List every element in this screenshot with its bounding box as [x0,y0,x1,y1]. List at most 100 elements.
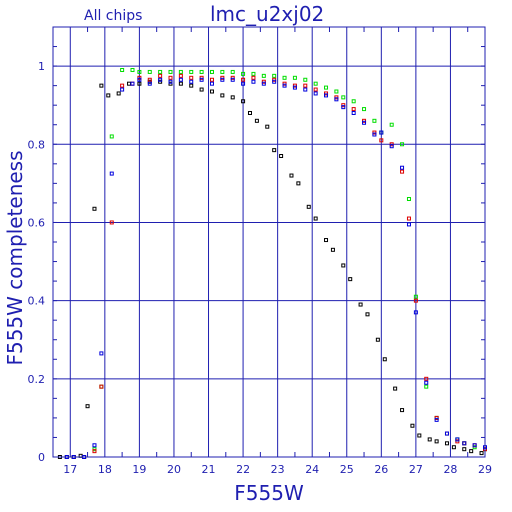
data-point [282,75,287,80]
data-point [413,294,418,299]
plot-frame [52,26,486,458]
data-point [341,105,346,110]
data-point [413,310,418,315]
data-point [341,95,346,100]
data-point [230,77,235,82]
data-point [358,302,363,307]
data-point [178,73,183,78]
y-tick-label: 0 [38,451,45,464]
data-point [265,124,270,129]
data-point [99,83,104,88]
data-point [324,93,329,98]
data-point [116,91,121,96]
data-point [334,97,339,102]
data-point [241,99,246,104]
data-point [351,107,356,112]
data-point [462,447,467,452]
data-point [189,83,194,88]
data-point [362,107,367,112]
data-point [372,132,377,137]
data-point [209,69,214,74]
data-point [251,71,256,76]
data-point [400,165,405,170]
data-point [261,73,266,78]
data-point [389,122,394,127]
data-point [451,445,456,450]
data-point [230,69,235,74]
x-tick-label: 24 [305,463,319,476]
data-point [351,111,356,115]
data-point [99,384,104,389]
data-point [241,71,246,76]
data-point [379,138,384,143]
data-point [199,69,204,74]
data-point [230,95,235,100]
data-point [410,423,415,428]
data-point [393,386,398,391]
data-point [189,79,194,84]
data-point [147,77,152,82]
data-point [220,69,225,74]
data-point [472,443,477,448]
x-tick-label: 28 [443,463,457,476]
data-point [168,69,173,74]
data-point [92,449,97,454]
data-points [57,68,487,459]
data-point [168,75,173,80]
data-point [209,89,214,94]
data-point [351,99,356,104]
tick-labels: 17 18 19 20 21 22 23 24 25 26 27 28 29 0 0.2 0.4 0.6 0.8 1 [28,60,493,476]
data-point [303,77,308,82]
x-tick-label: 23 [271,463,285,476]
data-point [313,91,318,96]
x-tick-label: 20 [167,463,181,476]
data-point [85,404,90,409]
x-tick-label: 25 [340,463,354,476]
y-tick-label: 0.2 [28,373,46,386]
data-point [434,439,439,444]
data-point [272,148,277,153]
data-point [444,431,449,436]
data-point [99,351,104,356]
data-point [130,68,135,72]
data-point [303,87,308,92]
y-tick-label: 0.6 [28,216,46,229]
data-point [313,87,318,92]
data-point [427,437,432,442]
x-tick-label: 17 [63,463,77,476]
data-point [462,441,467,446]
data-point [282,83,287,88]
data-point [372,118,377,123]
y-tick-label: 1 [38,60,45,73]
data-point [254,118,259,123]
data-point [400,408,405,413]
data-point [109,220,114,225]
data-point [147,81,152,86]
data-point [158,73,163,78]
data-point [334,89,339,94]
x-tick-label: 21 [202,463,216,476]
data-point [109,134,114,139]
data-point [455,437,460,442]
x-tick-label: 22 [236,463,250,476]
data-point [199,77,204,82]
data-point [199,87,204,92]
data-point [406,216,411,221]
x-tick-label: 18 [98,463,112,476]
data-point [424,376,429,381]
data-point [251,79,256,84]
data-point [400,142,405,147]
data-point [341,263,346,268]
data-point [168,79,173,84]
x-tick-label: 19 [132,463,146,476]
data-point [272,79,277,84]
axis-ticks [52,27,485,457]
data-point [120,87,125,92]
data-point [137,69,142,74]
data-point [306,204,311,209]
data-point [330,247,335,252]
data-point [178,69,183,74]
data-point [382,357,387,362]
data-point [424,380,429,385]
